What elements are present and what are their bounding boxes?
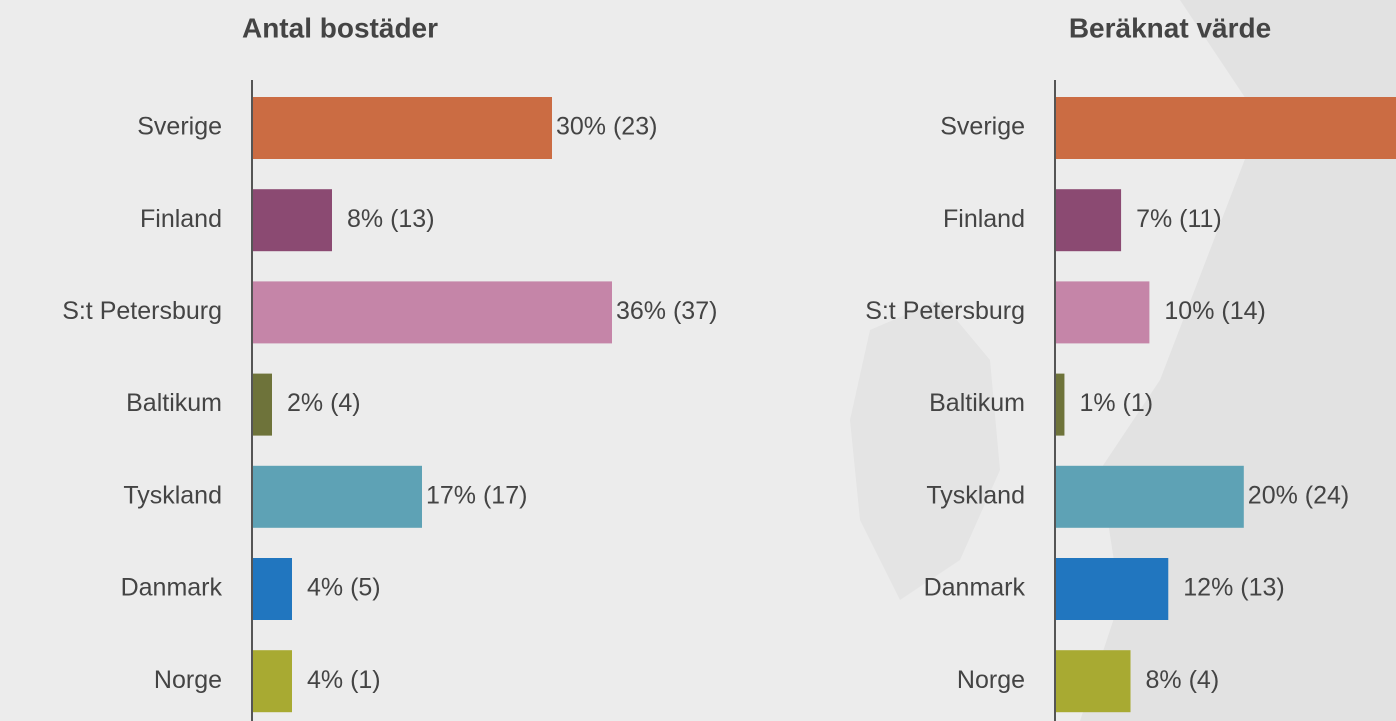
bar	[1055, 373, 1065, 436]
category-label: Tyskland	[926, 481, 1025, 509]
category-label: Finland	[140, 205, 222, 233]
category-label: Finland	[943, 205, 1025, 233]
category-label: S:t Petersburg	[62, 297, 222, 325]
value-label: 36% (37)	[616, 297, 717, 325]
bar	[252, 650, 292, 713]
bar	[1055, 650, 1131, 713]
category-label: Tyskland	[123, 481, 222, 509]
bar	[252, 97, 552, 159]
category-label: Danmark	[121, 574, 223, 602]
value-label: 1% (1)	[1079, 389, 1153, 417]
bar	[252, 465, 422, 528]
bar	[1055, 465, 1244, 528]
bar	[1055, 281, 1150, 344]
chart-title: Beräknat värde	[1069, 12, 1271, 43]
category-label: Baltikum	[126, 389, 222, 417]
category-label: Sverige	[940, 113, 1025, 141]
map-shape	[850, 300, 1000, 600]
bar	[252, 189, 332, 252]
chart-title: Antal bostäder	[242, 12, 438, 43]
category-label: Baltikum	[929, 389, 1025, 417]
category-label: Sverige	[137, 113, 222, 141]
value-label: 4% (5)	[307, 574, 381, 602]
value-label: 2% (4)	[287, 389, 361, 417]
value-label: 8% (13)	[347, 205, 435, 233]
category-label: S:t Petersburg	[865, 297, 1025, 325]
bar	[252, 281, 612, 344]
bar	[252, 373, 272, 436]
category-label: Norge	[957, 666, 1025, 694]
value-label: 7% (11)	[1136, 205, 1222, 233]
bar	[1055, 97, 1396, 159]
value-label: 10% (14)	[1164, 297, 1265, 325]
value-label: 30% (23)	[556, 113, 657, 141]
map-shape	[1080, 0, 1396, 721]
value-label: 17% (17)	[426, 481, 527, 509]
category-label: Norge	[154, 666, 222, 694]
value-label: 12% (13)	[1183, 574, 1284, 602]
value-label: 8% (4)	[1146, 666, 1220, 694]
value-label: 20% (24)	[1248, 481, 1349, 509]
category-label: Danmark	[924, 574, 1026, 602]
value-label: 4% (1)	[307, 666, 381, 694]
bar	[1055, 189, 1122, 252]
bar	[252, 558, 292, 620]
bar	[1055, 558, 1169, 620]
